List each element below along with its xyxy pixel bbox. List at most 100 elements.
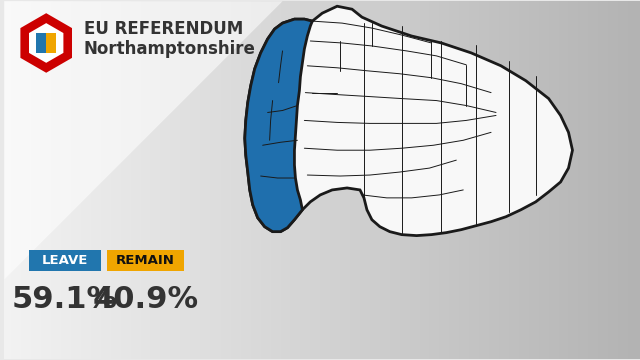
Bar — [150, 1, 152, 359]
Bar — [70, 1, 71, 359]
Bar — [141, 1, 143, 359]
Bar — [284, 1, 285, 359]
Bar — [179, 1, 180, 359]
Bar — [458, 1, 460, 359]
Bar — [51, 1, 52, 359]
Bar — [581, 1, 582, 359]
Bar — [385, 1, 386, 359]
Text: Northamptonshire: Northamptonshire — [84, 40, 256, 58]
Bar — [619, 1, 620, 359]
Bar — [68, 1, 69, 359]
Bar — [199, 1, 200, 359]
Bar — [273, 1, 275, 359]
Bar — [379, 1, 380, 359]
Bar — [186, 1, 188, 359]
Bar — [426, 1, 428, 359]
Bar — [453, 1, 454, 359]
Bar — [460, 1, 461, 359]
Text: REMAIN: REMAIN — [116, 254, 175, 267]
Bar — [624, 1, 625, 359]
Bar — [548, 1, 550, 359]
Bar — [333, 1, 334, 359]
Bar — [440, 1, 442, 359]
Bar — [60, 1, 61, 359]
Bar — [249, 1, 250, 359]
Bar — [231, 1, 232, 359]
Bar — [220, 1, 221, 359]
Bar — [111, 1, 112, 359]
Bar — [420, 1, 422, 359]
Bar — [184, 1, 185, 359]
Bar — [511, 1, 512, 359]
Bar — [452, 1, 453, 359]
Bar — [23, 1, 24, 359]
Bar — [118, 1, 120, 359]
Bar — [338, 1, 339, 359]
Bar — [46, 1, 47, 359]
Bar — [355, 1, 356, 359]
Bar — [124, 1, 125, 359]
Bar — [218, 1, 219, 359]
Bar — [201, 1, 202, 359]
Bar — [92, 1, 93, 359]
Bar — [215, 1, 216, 359]
Bar — [369, 1, 370, 359]
Bar — [190, 1, 191, 359]
Bar — [519, 1, 520, 359]
Bar — [370, 1, 371, 359]
Bar — [108, 1, 109, 359]
Bar — [206, 1, 207, 359]
Bar — [266, 1, 267, 359]
Bar — [198, 1, 199, 359]
Bar — [543, 1, 544, 359]
Bar — [612, 1, 613, 359]
Bar — [132, 1, 134, 359]
Bar — [280, 1, 282, 359]
Bar — [73, 1, 74, 359]
Bar — [523, 1, 524, 359]
Bar — [170, 1, 172, 359]
Bar — [445, 1, 446, 359]
Bar — [251, 1, 252, 359]
Bar — [164, 1, 165, 359]
Bar — [412, 1, 413, 359]
Bar — [229, 1, 230, 359]
Bar — [55, 1, 56, 359]
Bar — [411, 1, 412, 359]
Bar — [26, 1, 28, 359]
Bar — [408, 1, 410, 359]
Bar — [613, 1, 614, 359]
Bar — [610, 1, 611, 359]
Bar — [520, 1, 521, 359]
Bar — [632, 1, 633, 359]
Bar — [131, 1, 132, 359]
Bar — [345, 1, 346, 359]
Bar — [143, 1, 145, 359]
Bar — [499, 1, 500, 359]
Bar — [317, 1, 318, 359]
Bar — [636, 1, 637, 359]
Bar — [486, 1, 487, 359]
Bar — [525, 1, 526, 359]
Bar — [84, 1, 85, 359]
Polygon shape — [244, 6, 572, 235]
Bar — [258, 1, 259, 359]
Bar — [467, 1, 468, 359]
Bar — [61, 1, 62, 359]
Bar — [200, 1, 201, 359]
Bar — [177, 1, 179, 359]
Bar — [483, 1, 484, 359]
Bar — [36, 1, 37, 359]
Bar — [336, 1, 337, 359]
Bar — [19, 1, 20, 359]
Bar — [42, 1, 44, 359]
Bar — [451, 1, 452, 359]
Bar — [531, 1, 532, 359]
Bar — [577, 1, 579, 359]
Bar — [105, 1, 106, 359]
Bar — [626, 1, 627, 359]
Bar — [433, 1, 435, 359]
Bar — [76, 1, 77, 359]
Bar — [535, 1, 536, 359]
Bar — [356, 1, 357, 359]
